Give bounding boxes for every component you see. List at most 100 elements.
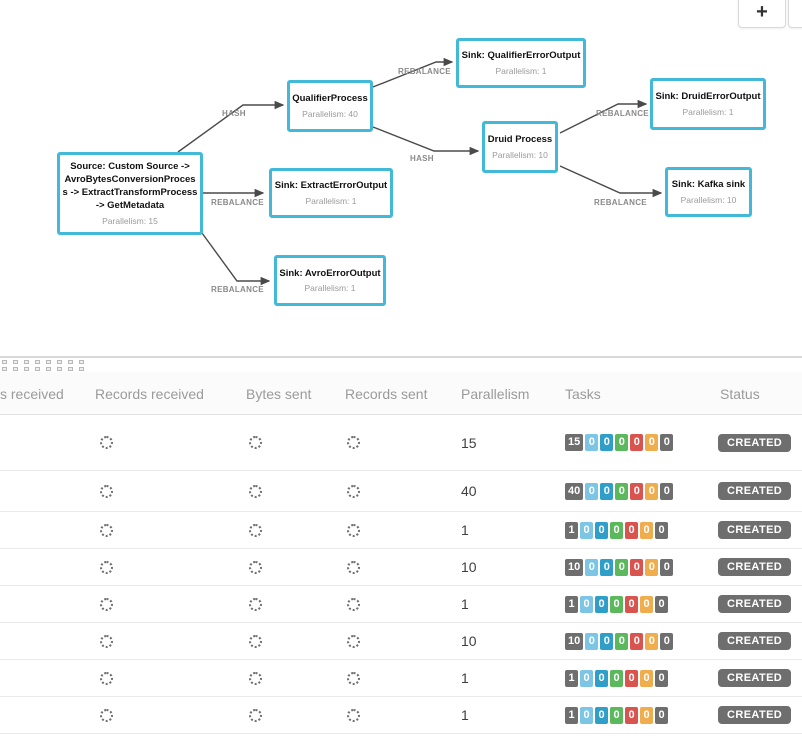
task-count-badge: 0: [660, 482, 674, 500]
header-parallelism: Parallelism: [461, 385, 530, 402]
loading-spinner-icon: [347, 484, 360, 498]
task-count-badge: 0: [580, 669, 593, 687]
status-cell: CREATED: [718, 586, 792, 622]
status-badge: CREATED: [718, 558, 792, 576]
vertex-table: s received Records received Bytes sent R…: [0, 372, 802, 734]
bytes-sent-cell: [249, 549, 262, 585]
graph-node-sink-druid-error[interactable]: Sink: DruidErrorOutput Parallelism: 1: [650, 78, 766, 130]
loading-spinner-icon: [100, 671, 113, 685]
task-count-badge: 0: [580, 706, 593, 724]
edge-label-rebalance: REBALANCE: [594, 198, 647, 207]
records-sent-cell: [347, 471, 360, 511]
task-count-badge: 0: [630, 632, 644, 650]
table-row[interactable]: 10 10 0 0 0 0 0 0 CREATED: [0, 623, 802, 660]
task-count-badge: 0: [615, 632, 629, 650]
loading-spinner-icon: [347, 597, 360, 611]
task-count-badge: 0: [585, 632, 599, 650]
plus-icon: +: [756, 1, 768, 23]
records-received-cell: [100, 697, 113, 733]
graph-node-sink-extract-error[interactable]: Sink: ExtractErrorOutput Parallelism: 1: [269, 168, 393, 218]
task-count-badge: 0: [630, 482, 644, 500]
parallelism-cell: 40: [461, 483, 477, 499]
graph-node-qualifier-process[interactable]: QualifierProcess Parallelism: 40: [287, 80, 373, 132]
parallelism-cell: 1: [461, 707, 469, 723]
edge-label-hash: HASH: [410, 154, 434, 163]
records-received-cell: [100, 415, 113, 470]
loading-spinner-icon: [347, 523, 360, 537]
graph-node-sink-kafka[interactable]: Sink: Kafka sink Parallelism: 10: [665, 167, 752, 217]
graph-node-sink-qualifier-error[interactable]: Sink: QualifierErrorOutput Parallelism: …: [456, 38, 586, 88]
bytes-sent-cell: [249, 415, 262, 470]
graph-node-druid-process[interactable]: Druid Process Parallelism: 10: [482, 121, 558, 173]
task-count-badge: 1: [565, 521, 578, 539]
loading-spinner-icon: [100, 560, 113, 574]
task-count-badge: 0: [645, 558, 659, 576]
loading-spinner-icon: [249, 560, 262, 574]
status-badge: CREATED: [718, 521, 792, 539]
parallelism-cell: 10: [461, 633, 477, 649]
task-count-badge: 0: [600, 632, 614, 650]
header-tasks: Tasks: [565, 385, 601, 402]
task-count-badge: 0: [585, 558, 599, 576]
records-received-cell: [100, 471, 113, 511]
status-badge: CREATED: [718, 632, 792, 650]
parallelism-cell: 15: [461, 434, 477, 451]
table-row[interactable]: 40 40 0 0 0 0 0 0 CREATED: [0, 471, 802, 512]
table-row[interactable]: 15 15 0 0 0 0 0 0 CREATED: [0, 415, 802, 471]
parallelism-cell: 10: [461, 559, 477, 575]
loading-spinner-icon: [347, 634, 360, 648]
task-count-badge: 0: [630, 558, 644, 576]
task-count-badge: 10: [565, 632, 584, 650]
task-count-badge: 0: [615, 482, 629, 500]
loading-spinner-icon: [100, 436, 113, 449]
status-badge: CREATED: [718, 433, 792, 452]
task-count-badge: 0: [585, 482, 599, 500]
table-row[interactable]: 10 10 0 0 0 0 0 0 CREATED: [0, 549, 802, 586]
loading-spinner-icon: [249, 597, 262, 611]
parallelism-cell: 1: [461, 670, 469, 686]
records-sent-cell: [347, 415, 360, 470]
task-count-badge: 40: [565, 482, 584, 500]
node-name: Sink: Kafka sink: [671, 179, 746, 191]
table-header-row: s received Records received Bytes sent R…: [0, 372, 802, 415]
records-received-cell: [100, 623, 113, 659]
header-bytes-received: s received: [0, 385, 64, 402]
node-name: Sink: AvroErrorOutput: [279, 267, 381, 279]
graph-node-source[interactable]: Source: Custom Source -> AvroBytesConver…: [57, 152, 203, 235]
records-sent-cell: [347, 697, 360, 733]
status-badge: CREATED: [718, 669, 792, 687]
panel-resize-grip[interactable]: [2, 360, 84, 371]
task-count-badge: 0: [645, 632, 659, 650]
bytes-sent-cell: [249, 586, 262, 622]
edge-label-rebalance: REBALANCE: [211, 285, 264, 294]
status-badge: CREATED: [718, 595, 792, 613]
loading-spinner-icon: [249, 708, 262, 722]
task-count-badge: 0: [625, 595, 638, 613]
loading-spinner-icon: [249, 436, 262, 449]
header-status: Status: [720, 385, 760, 402]
zoom-in-button[interactable]: +: [738, 0, 786, 28]
task-count-badge: 0: [640, 669, 653, 687]
task-count-badge: 0: [625, 706, 638, 724]
node-name: Druid Process: [487, 134, 553, 146]
task-count-badge: 0: [655, 669, 668, 687]
task-count-badge: 0: [600, 434, 614, 451]
tasks-cell: 40 0 0 0 0 0 0: [565, 471, 675, 511]
task-count-badge: 1: [565, 595, 578, 613]
table-body: 15 15 0 0 0 0 0 0 CREATED 40 40 0 0 0 0 0 0 CREATED …: [0, 415, 802, 734]
task-count-badge: 0: [615, 558, 629, 576]
status-cell: CREATED: [718, 512, 792, 548]
zoom-out-button[interactable]: −: [788, 0, 802, 28]
task-count-badge: 0: [640, 595, 653, 613]
job-graph-canvas[interactable]: HASH REBALANCE HASH REBALANCE REBALANCE …: [0, 0, 802, 356]
bytes-sent-cell: [249, 512, 262, 548]
graph-node-sink-avro-error[interactable]: Sink: AvroErrorOutput Parallelism: 1: [274, 255, 386, 306]
task-count-badge: 0: [595, 521, 608, 539]
node-parallelism: Parallelism: 10: [680, 194, 737, 205]
loading-spinner-icon: [249, 634, 262, 648]
loading-spinner-icon: [347, 671, 360, 685]
